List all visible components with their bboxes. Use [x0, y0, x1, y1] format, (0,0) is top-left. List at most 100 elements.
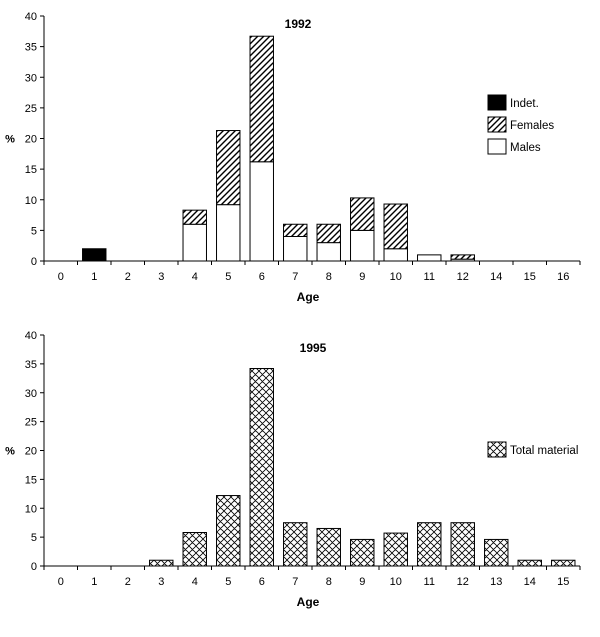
y-axis-ticks: 0 5 10 15 20 25 30 35 40 [25, 11, 44, 268]
x-axis-ticks: 0 1 2 3 4 5 6 7 8 9 10 11 12 13 14 15 [43, 566, 581, 588]
y-tick-label: 25 [25, 103, 37, 115]
bar-males-8 [316, 242, 341, 262]
x-tick-label: 5 [225, 271, 231, 283]
x-axis-label: Age [297, 290, 320, 304]
x-axis-ticks: 0 1 2 3 4 5 6 7 8 9 10 11 12 14 15 16 [43, 261, 581, 283]
x-tick-label: 9 [359, 271, 365, 283]
y-tick-label: 0 [31, 256, 37, 268]
x-tick-label: 10 [390, 576, 402, 588]
x-tick-label: 1 [91, 271, 97, 283]
x-tick-label: 16 [557, 271, 569, 283]
legend-swatch [487, 116, 507, 133]
y-tick-label: 15 [25, 164, 37, 176]
y-tick-label: 5 [31, 532, 37, 544]
bar-females-4 [182, 209, 207, 225]
y-tick-label: 35 [25, 359, 37, 371]
legend: Indet. Females Males [487, 94, 554, 155]
x-axis-label: Age [297, 595, 320, 609]
x-tick-label: 10 [390, 271, 402, 283]
x-tick-label: 6 [259, 576, 265, 588]
bar-total-material-13 [484, 538, 509, 567]
bars [82, 35, 475, 262]
bar-total-material-15 [551, 559, 576, 567]
x-tick-label: 8 [326, 271, 332, 283]
bar-total-material-12 [450, 522, 475, 567]
legend-label: Females [510, 120, 554, 132]
bars [149, 367, 576, 567]
x-tick-label: 2 [125, 271, 131, 283]
legend-label: Males [510, 142, 541, 154]
bar-females-6 [249, 35, 274, 163]
x-tick-label: 1 [91, 576, 97, 588]
legend: Total material [487, 441, 578, 458]
x-tick-label: 7 [292, 576, 298, 588]
bar-total-material-9 [350, 538, 375, 567]
bar-males-7 [283, 236, 308, 262]
y-tick-label: 40 [25, 330, 37, 342]
y-tick-label: 35 [25, 42, 37, 54]
bar-females-12 [450, 254, 475, 260]
x-tick-label: 2 [125, 576, 131, 588]
y-axis-ticks: 0 5 10 15 20 25 30 35 40 [25, 330, 44, 573]
bar-males-11 [417, 254, 442, 262]
y-tick-label: 0 [31, 561, 37, 573]
x-tick-label: 0 [58, 271, 64, 283]
bar-females-5 [216, 130, 241, 206]
y-tick-label: 5 [31, 225, 37, 237]
legend-swatch [487, 441, 507, 458]
x-tick-label: 15 [557, 576, 569, 588]
x-tick-label: 11 [424, 576, 435, 588]
legend-swatch [487, 138, 507, 155]
x-tick-label: 3 [158, 271, 164, 283]
bar-total-material-5 [216, 495, 241, 567]
bar-males-4 [182, 223, 207, 262]
x-tick-label: 12 [457, 576, 469, 588]
bar-total-material-8 [316, 527, 341, 567]
bar-females-7 [283, 223, 308, 237]
bar-females-10 [383, 203, 408, 250]
y-tick-label: 30 [25, 72, 37, 84]
chart-title: 1992 [285, 17, 312, 31]
y-axis-label: % [5, 446, 15, 458]
x-tick-label: 3 [158, 576, 164, 588]
y-tick-label: 20 [25, 446, 37, 458]
bar-total-material-11 [417, 522, 442, 567]
y-tick-label: 15 [25, 474, 37, 486]
y-tick-label: 10 [25, 503, 37, 515]
y-tick-label: 30 [25, 388, 37, 400]
x-tick-label: 11 [424, 271, 435, 283]
bar-total-material-7 [283, 522, 308, 567]
x-tick-label: 15 [524, 271, 536, 283]
bar-total-material-3 [149, 559, 174, 567]
bar-females-9 [350, 197, 375, 231]
y-tick-label: 25 [25, 417, 37, 429]
bar-males-10 [383, 248, 408, 262]
x-tick-label: 13 [490, 576, 502, 588]
y-axis-label: % [5, 134, 15, 146]
bar-total-material-10 [383, 532, 408, 567]
y-tick-label: 10 [25, 195, 37, 207]
x-tick-label: 14 [490, 271, 502, 283]
legend-label: Indet. [510, 98, 539, 110]
bar-males-5 [216, 204, 241, 262]
y-tick-label: 20 [25, 134, 37, 146]
legend-label: Total material [510, 445, 578, 457]
x-tick-label: 7 [292, 271, 298, 283]
x-tick-label: 6 [259, 271, 265, 283]
legend-swatch [487, 94, 507, 111]
y-tick-label: 40 [25, 11, 37, 23]
x-tick-label: 14 [524, 576, 536, 588]
bar-indet-1 [82, 248, 107, 262]
x-tick-label: 5 [225, 576, 231, 588]
chart-title: 1995 [300, 341, 327, 355]
x-tick-label: 4 [192, 576, 198, 588]
bar-males-6 [249, 161, 274, 262]
bar-total-material-6 [249, 367, 274, 567]
x-tick-label: 9 [359, 576, 365, 588]
bar-total-material-14 [517, 559, 542, 567]
x-tick-label: 12 [457, 271, 469, 283]
bar-females-8 [316, 223, 341, 244]
